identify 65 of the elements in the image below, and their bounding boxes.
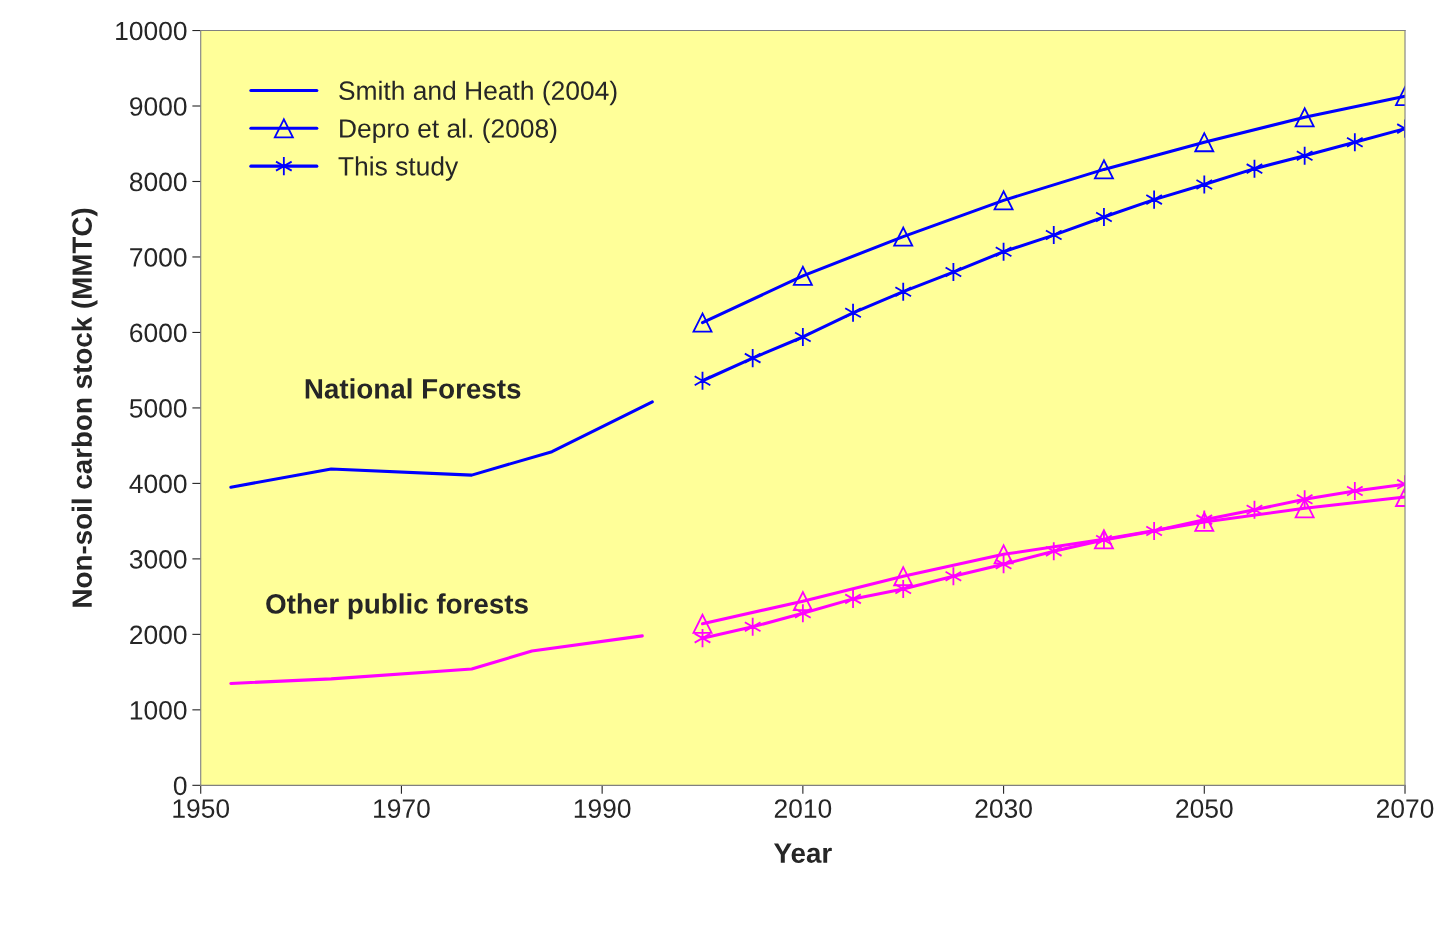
y-tick-label: 8000 (129, 172, 187, 192)
y-tick-label: 7000 (130, 248, 187, 267)
point (993, 544, 1014, 565)
y-tick-label: 9000 (130, 97, 187, 116)
point (1194, 132, 1215, 153)
point (1045, 541, 1063, 562)
point (1346, 481, 1364, 501)
x-tick-label: 2010 (774, 799, 832, 818)
point (994, 554, 1013, 575)
point (1346, 132, 1364, 153)
legend-label: Depro et al. (2008) (340, 118, 557, 144)
x-tick-label: 1990 (574, 799, 631, 818)
x-tick-label: 1970 (374, 799, 430, 818)
point (692, 613, 713, 634)
point (844, 302, 862, 323)
point (743, 348, 762, 369)
point (944, 262, 963, 282)
y-tick-label: 6000 (130, 323, 187, 343)
point (1295, 145, 1314, 166)
x-tick-label: 2030 (975, 799, 1032, 818)
point (1245, 499, 1264, 520)
y-tick-label: 3000 (129, 550, 187, 569)
point (894, 579, 912, 600)
point (1294, 107, 1315, 128)
point (792, 265, 813, 286)
y-axis-title: Non-soil carbon stock (MMTC) (71, 208, 98, 607)
point (1195, 174, 1214, 195)
point (893, 226, 914, 247)
annotation: Other public forests (266, 593, 528, 620)
point (1145, 189, 1163, 210)
point (1294, 498, 1315, 519)
point (894, 281, 912, 302)
point (1145, 521, 1163, 541)
x-tick-label: 2070 (1376, 799, 1434, 818)
x-axis-title: Year (773, 843, 832, 863)
y-tick-label: 5000 (129, 399, 187, 418)
point (1094, 159, 1114, 180)
point (893, 566, 914, 587)
point (1295, 489, 1314, 510)
point (693, 628, 712, 649)
point (993, 190, 1014, 211)
point (693, 370, 712, 391)
point (1245, 158, 1264, 179)
point (1045, 225, 1063, 246)
line-series (229, 634, 644, 685)
point (692, 312, 713, 333)
point (792, 591, 813, 612)
point (794, 327, 812, 347)
line-series (229, 400, 654, 489)
point (844, 588, 862, 609)
point (794, 603, 812, 624)
y-tick-label: 2000 (130, 625, 187, 645)
point (994, 241, 1013, 262)
x-tick-label: 1950 (173, 799, 230, 818)
point (1095, 207, 1113, 227)
point (743, 616, 762, 637)
legend-label: This study (338, 156, 459, 181)
legend-label: Smith and Heath (2004) (339, 80, 617, 106)
annotation: National Forests (305, 378, 521, 399)
y-tick-label: 0 (173, 776, 187, 796)
y-tick-label: 1000 (130, 700, 187, 720)
y-tick-label: 10000 (116, 21, 187, 41)
y-tick-label: 4000 (129, 474, 187, 494)
x-tick-label: 2050 (1176, 799, 1233, 818)
point (944, 566, 963, 587)
